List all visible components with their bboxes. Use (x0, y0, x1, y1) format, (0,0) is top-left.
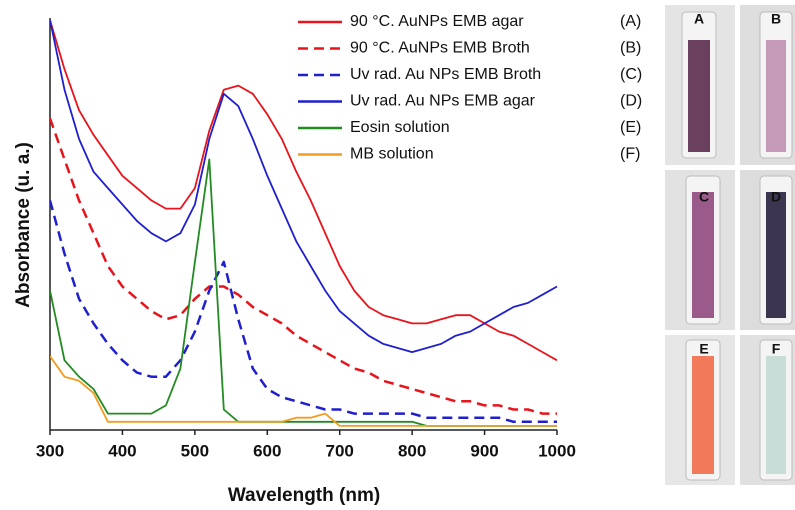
series-line (50, 158, 557, 427)
legend-tag: (E) (620, 119, 641, 136)
series-line (50, 200, 557, 424)
series-line (50, 19, 558, 362)
cuvette-liquid (688, 40, 710, 152)
x-tick-label: 800 (398, 441, 426, 460)
legend-label: 90 °C. AuNPs EMB Broth (350, 40, 530, 57)
photo-label: E (699, 341, 708, 357)
photo-label: F (772, 341, 781, 357)
series-line (50, 355, 557, 427)
legend-tag: (C) (620, 66, 642, 83)
cuvette-liquid (766, 356, 786, 474)
x-tick-label: 500 (181, 441, 209, 460)
plot-area: 300 400 500 600 700 800 900 1000 90 °C. AuNPs EM… (36, 13, 642, 460)
legend-tag: (B) (620, 40, 641, 57)
x-tick-label: 1000 (538, 441, 576, 460)
photo-label: B (771, 11, 781, 27)
cuvette-liquid (766, 192, 786, 318)
legend-label: Uv rad. Au NPs EMB Broth (350, 66, 541, 83)
cuvette-liquid (692, 192, 714, 318)
photo-panel: A B C D E F (665, 5, 795, 485)
x-tick-label: 600 (253, 441, 281, 460)
legend-label: Eosin solution (350, 119, 450, 136)
cuvette-liquid (692, 356, 714, 474)
photo-label: A (694, 11, 704, 27)
photo-label: C (699, 189, 709, 205)
legend-label: Uv rad. Au NPs EMB agar (350, 93, 536, 110)
series-line (50, 19, 558, 353)
series-line (50, 117, 557, 415)
legend-tag: (F) (620, 146, 640, 163)
x-tick-label: 300 (36, 441, 64, 460)
x-tick-label: 400 (108, 441, 136, 460)
y-axis-title: Absorbance (u. a.) (13, 142, 34, 308)
photo-label: D (771, 189, 781, 205)
legend-tag: (A) (620, 13, 641, 30)
legend-label: 90 °C. AuNPs EMB agar (350, 13, 524, 30)
x-tick-label: 900 (470, 441, 498, 460)
legend-tag: (D) (620, 93, 642, 110)
series-group (50, 19, 558, 427)
legend-label: MB solution (350, 146, 434, 163)
x-tick-label: 700 (326, 441, 354, 460)
x-axis-title: Wavelength (nm) (228, 485, 380, 506)
cuvette-liquid (766, 40, 786, 152)
